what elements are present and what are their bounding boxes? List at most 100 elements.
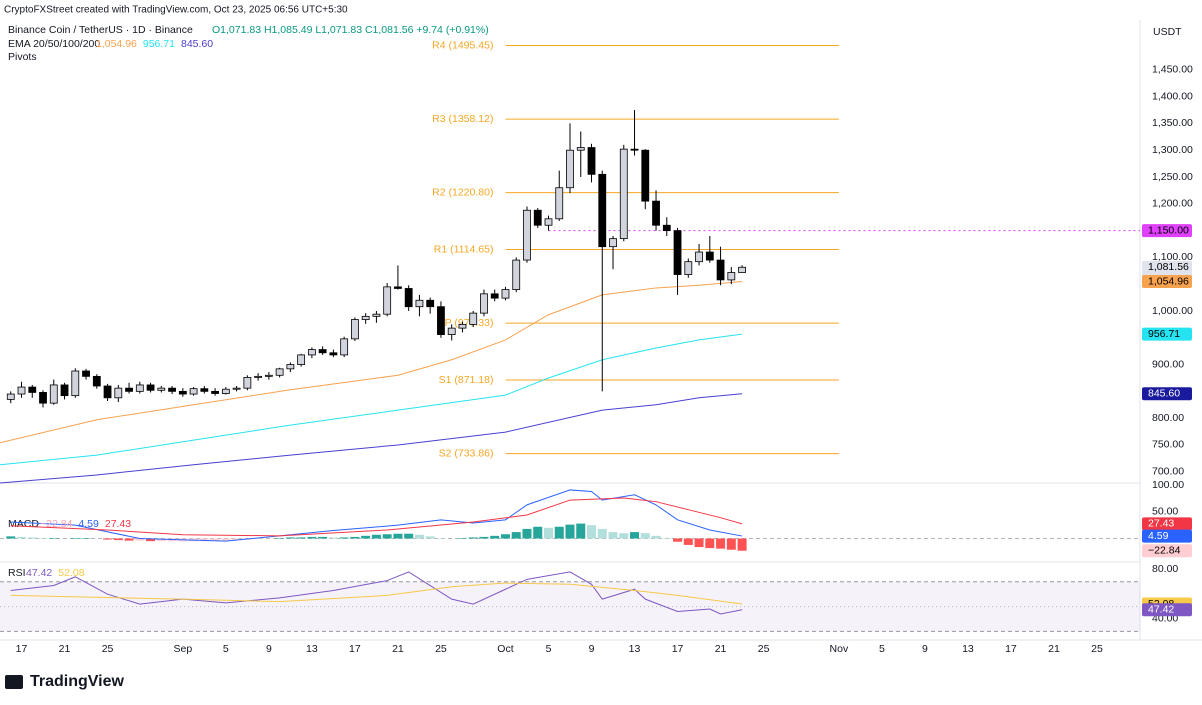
histogram-bar <box>371 534 381 539</box>
price-badge <box>1142 544 1192 558</box>
histogram-bar <box>81 537 91 539</box>
histogram-bar <box>328 537 338 539</box>
histogram-bar <box>393 533 403 539</box>
candle-body <box>103 385 112 399</box>
candle-body <box>426 299 435 308</box>
y-tick-label: 1,300.00 <box>1152 144 1193 156</box>
x-tick-label: 5 <box>223 643 229 655</box>
histogram-bar <box>683 538 693 545</box>
ohlc-legend: O1,071.83 H1,085.49 L1,071.83 C1,081.56 … <box>212 24 489 36</box>
badge-label: 956.71 <box>1148 328 1180 340</box>
candle-body <box>318 349 327 354</box>
histogram-bar <box>17 536 27 539</box>
macd-title: MACD <box>8 518 39 530</box>
legend-value: 52.08 <box>58 567 84 579</box>
candle-body <box>254 375 263 378</box>
histogram-bar <box>285 537 295 539</box>
candle-body <box>361 315 370 320</box>
x-tick-label: 25 <box>758 643 770 655</box>
histogram-bar <box>113 538 123 541</box>
candle-body <box>275 368 284 376</box>
candle-body <box>684 261 693 275</box>
y-tick-label: 100.00 <box>1152 479 1184 491</box>
y-tick-label: 1,450.00 <box>1152 64 1193 76</box>
histogram-bar <box>726 538 736 550</box>
histogram-bar <box>619 533 629 539</box>
candle-body <box>286 364 295 370</box>
pivot-label: R2 (1220.80) <box>432 186 493 198</box>
histogram-bar <box>673 538 683 542</box>
x-tick-label: 25 <box>435 643 447 655</box>
candle-body <box>28 386 37 393</box>
candle-body <box>415 299 424 308</box>
candle-body <box>404 288 413 308</box>
histogram-bar <box>565 524 575 539</box>
price-badge <box>1142 517 1192 531</box>
pivots-legend: Pivots <box>8 51 37 63</box>
candle-body <box>71 370 80 397</box>
x-tick-label: 5 <box>546 643 552 655</box>
y-tick-label: 800.00 <box>1152 412 1184 424</box>
candle-body <box>297 354 306 365</box>
x-tick-label: 21 <box>715 643 727 655</box>
histogram-bar <box>576 523 586 539</box>
y-tick-label: 1,350.00 <box>1152 117 1193 129</box>
x-tick-label: 17 <box>1005 643 1017 655</box>
histogram-bar <box>640 533 650 539</box>
candle-body <box>157 387 166 391</box>
candle-body <box>372 313 381 317</box>
x-tick-label: 5 <box>879 643 885 655</box>
histogram-bar <box>554 526 564 539</box>
pivot-label: P (977.33) <box>445 317 494 329</box>
line <box>10 571 743 615</box>
candle-body <box>619 148 628 240</box>
candle-body <box>329 352 338 356</box>
line <box>0 333 743 466</box>
histogram-bar <box>318 536 328 539</box>
candle-body <box>652 200 660 226</box>
y-tick-label: 750.00 <box>1152 439 1184 451</box>
rsi-band <box>0 581 1140 632</box>
candle-body <box>135 384 144 392</box>
pivot-label: S2 (733.86) <box>439 447 494 459</box>
histogram-bar <box>705 538 715 549</box>
histogram-bar <box>27 537 37 539</box>
histogram-bar <box>135 538 145 541</box>
candle-body <box>576 147 585 151</box>
histogram-bar <box>457 537 467 539</box>
histogram-bar <box>199 538 209 542</box>
histogram-bar <box>662 537 672 539</box>
candle-body <box>609 238 617 248</box>
x-tick-label: 13 <box>306 643 318 655</box>
badge-label: 1,054.96 <box>1148 275 1189 287</box>
price-badge <box>1142 387 1192 401</box>
x-tick-label: Sep <box>173 643 192 655</box>
histogram-bar <box>70 537 80 539</box>
legend-value: 4.59 <box>78 518 99 530</box>
candle-body <box>200 388 209 392</box>
histogram-bar <box>511 532 521 539</box>
candle-body <box>39 392 47 404</box>
rsi-title: RSI <box>8 567 26 579</box>
histogram-bar <box>522 528 532 539</box>
histogram-bar <box>543 527 553 539</box>
candle-body <box>641 149 650 202</box>
y-tick-label: 1,400.00 <box>1152 90 1193 102</box>
badge-label: 1,150.00 <box>1148 224 1189 236</box>
pivot-label: R4 (1495.45) <box>432 39 493 51</box>
candle-body <box>469 312 478 325</box>
candle-body <box>221 388 230 394</box>
logo <box>5 675 23 689</box>
badge-label: 845.60 <box>1148 388 1180 400</box>
line <box>0 393 743 484</box>
badge-label: −22.84 <box>1148 544 1181 556</box>
histogram-bar <box>210 538 220 541</box>
candle-body <box>92 375 101 387</box>
histogram-bar <box>630 532 640 539</box>
candle-body <box>705 251 714 261</box>
candle-body <box>447 327 456 335</box>
x-tick-label: 9 <box>589 643 595 655</box>
ema-value: 845.60 <box>181 38 213 50</box>
histogram-bar <box>307 536 317 539</box>
